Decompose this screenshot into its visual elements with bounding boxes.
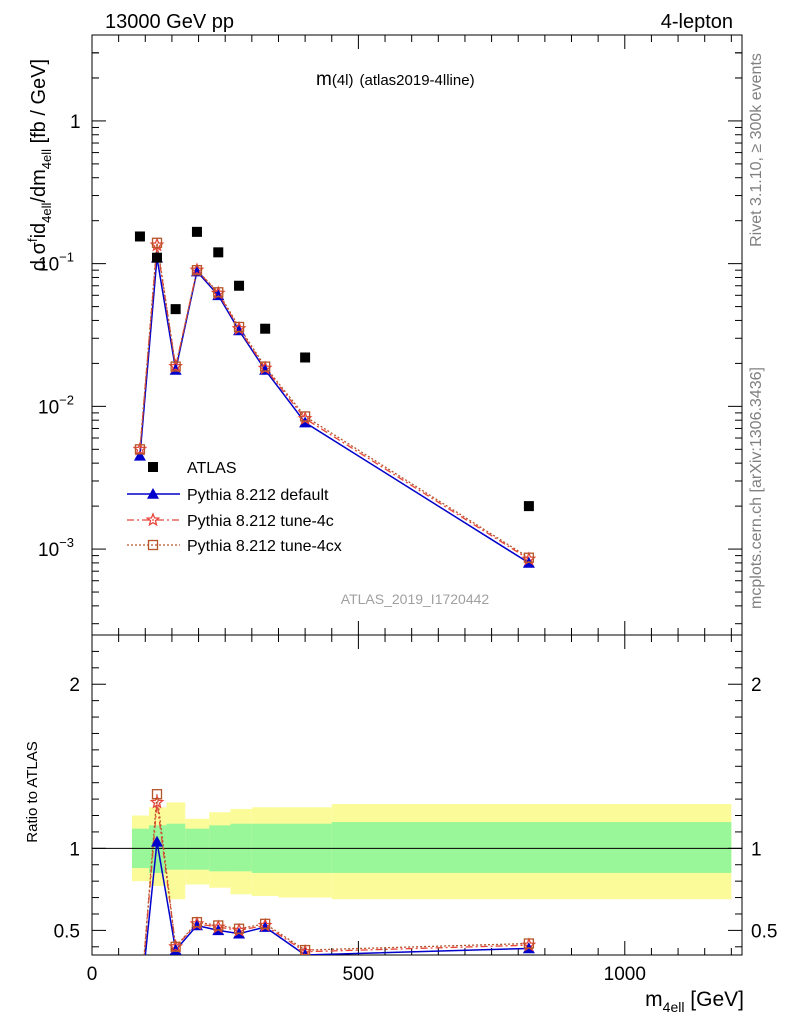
ratio-y-tick-label-right: 0.5 xyxy=(751,921,777,942)
ratio-point-tune-4cx xyxy=(233,923,245,934)
legend-label: Pythia 8.212 tune-4cx xyxy=(187,538,342,555)
ratio-point-tune-4cx xyxy=(151,789,163,800)
main-point-atlas xyxy=(170,304,181,315)
ratio-point-tune-4c xyxy=(149,794,165,809)
ratio-frame xyxy=(91,634,743,956)
ratio-point-tune-4cx xyxy=(523,938,535,949)
ratio-point-tune-4cx xyxy=(299,944,311,955)
main-point-atlas xyxy=(213,247,224,258)
x-tick-label: 1000 xyxy=(604,964,646,985)
header-left: 13000 GeV pp xyxy=(105,11,234,33)
ratio-point-tune-4cx xyxy=(135,1003,144,1012)
x-tick-label: 0 xyxy=(87,964,98,985)
main-point-tune-4cx xyxy=(151,237,163,248)
main-ylabel-b-sub: 4ell xyxy=(39,202,54,222)
ratio-ylabel: Ratio to ATLAS xyxy=(24,741,41,842)
plot-title-main: m xyxy=(316,69,332,90)
legend-marker-1 xyxy=(147,488,159,499)
ratio-point-tune-4cx xyxy=(260,918,271,929)
ratio-y-tick-label-right: 2 xyxy=(751,675,762,696)
legend-marker-3 xyxy=(147,539,159,551)
main-point-atlas xyxy=(152,252,162,263)
main-ylabel-d: [fb / GeV] xyxy=(28,59,50,149)
main-ylabel-c: /dm xyxy=(28,169,50,202)
main-ylabel-a-sup: f xyxy=(25,238,40,242)
main-ylabel: d σfid4ell/dm4ell [fb / GeV] xyxy=(25,59,54,271)
y-tick-label: 1 xyxy=(70,112,81,133)
ratio-y-tick-label-left: 2 xyxy=(69,675,80,696)
ratio-point-default xyxy=(151,835,163,847)
main-point-tune-4cx xyxy=(260,361,271,372)
ratio-point-tune-4c xyxy=(134,1001,145,1012)
ratio-line-tune-4c xyxy=(143,802,529,955)
main-point-tune-4cx xyxy=(523,552,535,563)
legend-marker-0 xyxy=(148,462,158,472)
ratio-y-tick-label-left: 1 xyxy=(69,839,80,860)
x-tick-label: 500 xyxy=(343,964,375,985)
main-point-atlas xyxy=(260,323,271,334)
legend-label: Pythia 8.212 tune-4c xyxy=(187,513,334,530)
mcplots-label: mcplots.cern.ch [arXiv:1306.3436] xyxy=(748,367,765,609)
main-point-atlas xyxy=(234,280,245,291)
legend-marker-2 xyxy=(145,512,161,527)
ratio-point-default xyxy=(134,1002,146,1013)
main-point-atlas xyxy=(523,501,534,512)
legend-label: ATLAS xyxy=(187,460,237,477)
xlabel-sub: 4ell xyxy=(663,999,685,1015)
plot-title-tag: (atlas2019-4lline) xyxy=(360,72,475,89)
ratio-bands xyxy=(131,802,732,900)
band-inner-bin xyxy=(185,828,210,870)
tick-labels: 0 500 1000 1 10−1 10−2 10−3 0.5 0.5 1 1 2 2 xyxy=(38,112,777,985)
analysis-id: ATLAS_2019_I1720442 xyxy=(341,591,490,607)
xlabel-unit: [GeV] xyxy=(684,988,744,1011)
main-ylabel-c-sub: 4ell xyxy=(39,149,54,169)
main-point-tune-4cx xyxy=(213,287,224,298)
ratio-point-tune-4cx xyxy=(191,917,203,928)
main-line-tune-4c xyxy=(139,244,530,560)
band-inner-bin xyxy=(166,823,186,870)
main-line-tune-4cx xyxy=(139,242,530,559)
ratio-point-default xyxy=(301,949,309,955)
main-point-atlas xyxy=(191,226,202,237)
y-tick-label: 10−2 xyxy=(38,392,74,418)
band-inner-bin xyxy=(230,823,252,872)
main-point-default xyxy=(133,449,146,461)
ratio-point-tune-4cx xyxy=(170,941,181,952)
band-inner-bin xyxy=(331,822,732,873)
main-point-tune-4cx xyxy=(299,411,311,422)
ratio-y-tick-label-right: 1 xyxy=(751,839,762,860)
main-ylabel-a: d σ xyxy=(28,241,50,271)
y-tick-label: 10−1 xyxy=(38,250,74,276)
ratio-y-tick-label-left: 0.5 xyxy=(54,921,80,942)
ratio-point-tune-4cx xyxy=(213,920,224,931)
legend-label: Pythia 8.212 default xyxy=(187,487,329,504)
main-ylabel-b: id xyxy=(28,223,50,239)
xlabel-main: m xyxy=(645,988,663,1011)
main-point-tune-4cx xyxy=(233,321,245,333)
header-right: 4-lepton xyxy=(661,11,733,33)
main-point-tune-4cx xyxy=(134,444,146,455)
xlabel: m4ell [GeV] xyxy=(645,988,744,1015)
rivet-label: Rivet 3.1.10, ≥ 300k events xyxy=(748,53,765,247)
ratio-series xyxy=(134,789,537,1013)
plot-title: m(4l) (atlas2019-4lline) xyxy=(316,69,475,90)
main-point-tune-4cx xyxy=(170,361,181,372)
legend: ATLAS Pythia 8.212 default Pythia 8.212 tu… xyxy=(127,460,342,555)
main-point-tune-4cx xyxy=(191,265,203,276)
plot-title-paren: (4l) xyxy=(332,72,354,89)
main-point-atlas xyxy=(300,352,311,363)
y-tick-label: 10−3 xyxy=(38,535,74,561)
main-series xyxy=(132,226,537,568)
main-point-atlas xyxy=(134,231,145,242)
